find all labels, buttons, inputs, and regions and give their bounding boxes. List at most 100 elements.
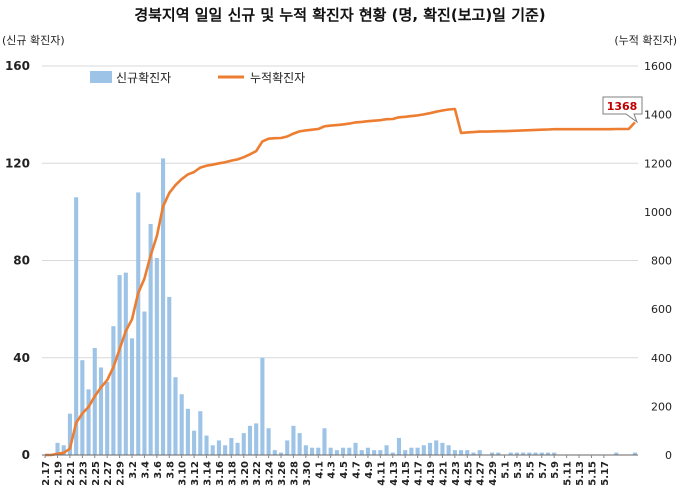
bar [111,326,116,455]
bar [123,272,128,455]
bar [260,357,265,455]
bar [204,435,209,455]
bar [365,447,370,455]
new-cases-bars [55,158,637,456]
x-tick-label: 4.17 [414,461,425,486]
x-tick-label: 3.4 [140,461,151,479]
bar [471,452,476,455]
x-tick-label: 5.3 [513,461,524,479]
left-tick-label: 40 [13,351,30,365]
bar [403,450,408,455]
bar [539,452,544,455]
bar [347,447,352,455]
x-tick-label: 4.11 [376,461,387,486]
right-tick-label: 400 [651,352,672,365]
bar [427,442,433,455]
bar [490,452,495,455]
bar [452,450,457,455]
x-tick-label: 5.11 [563,461,574,486]
bar [247,425,253,455]
x-tick-label: 4.5 [339,461,350,479]
bar [167,296,172,455]
bar [210,445,215,455]
bar [459,450,464,455]
bar [86,389,91,455]
x-tick-label: 4.23 [451,461,462,486]
x-tick-label: 4.27 [476,461,487,486]
bar [223,445,228,455]
bar [136,192,141,456]
x-tick-label: 4.13 [389,461,400,486]
x-tick-label: 3.26 [277,461,288,486]
bar [235,442,240,455]
right-axis-ticks: 0 200 400 600 800 1000 1200 1400 1600 [644,60,672,462]
x-tick-label: 2.21 [66,461,77,486]
bar [421,445,426,455]
bar [415,447,420,455]
x-tick-label: 3.20 [240,461,251,486]
right-tick-label: 600 [651,303,672,316]
x-tick-label: 3.22 [252,461,263,486]
cumulative-line-group [45,107,636,457]
legend: 신규확진자 누적확진자 [90,71,305,85]
bar [390,452,395,455]
x-tick-label: 3.14 [203,461,214,486]
bar [477,450,482,455]
bar [291,425,296,455]
bar [527,452,532,455]
right-tick-label: 1200 [644,157,672,170]
left-axis-unit: (신규 확진자) [2,34,65,47]
x-tick-label: 5.15 [587,461,598,486]
bar [328,447,333,455]
right-tick-label: 200 [651,400,672,413]
bar [396,437,402,455]
bar [465,450,470,455]
bar [533,452,538,455]
x-tick-label: 2.25 [91,461,102,486]
right-tick-label: 0 [665,449,672,462]
bar [229,437,234,455]
bar [372,450,377,455]
x-tick-label: 2.27 [103,461,114,486]
bar [98,367,104,455]
bar [142,311,147,455]
x-tick-label: 4.21 [438,461,449,486]
chart-title: 경북지역 일일 신규 및 누적 확진자 현황 (명, 확진(보고)일 기준) [134,6,545,24]
bar [341,447,346,455]
bar [129,338,135,455]
x-tick-label: 3.24 [265,461,276,486]
x-tick-label: 3.28 [289,461,300,486]
legend-line-label: 누적확진자 [250,71,305,85]
bar [80,360,85,455]
bar [514,452,519,455]
x-tick-label: 4.1 [314,461,325,479]
bar [508,452,513,455]
x-tick-label: 2.17 [41,461,52,486]
bar [297,433,302,455]
callout-value: 1368 [607,100,638,113]
bar [409,447,414,455]
x-tick-label: 4.9 [364,461,375,479]
bar [61,445,66,455]
bar [322,428,327,455]
x-tick-label: 5.13 [575,461,586,486]
bar [105,382,110,455]
bar [353,442,358,455]
bar [310,447,315,455]
bar [334,450,339,455]
bar [632,452,637,455]
right-axis-unit: (누적 확진자) [614,34,677,47]
x-tick-label: 3.6 [153,461,164,479]
bar [545,452,551,455]
x-tick-label: 2.19 [54,461,65,486]
bar [266,428,271,455]
bar [92,348,97,455]
bar [117,275,122,455]
bar [384,445,389,455]
right-tick-label: 1400 [644,109,672,122]
x-tick-label: 4.29 [488,461,499,486]
x-tick-label: 5.1 [501,461,512,479]
bar [67,413,72,455]
left-tick-label: 0 [22,448,30,462]
bar [161,158,166,455]
